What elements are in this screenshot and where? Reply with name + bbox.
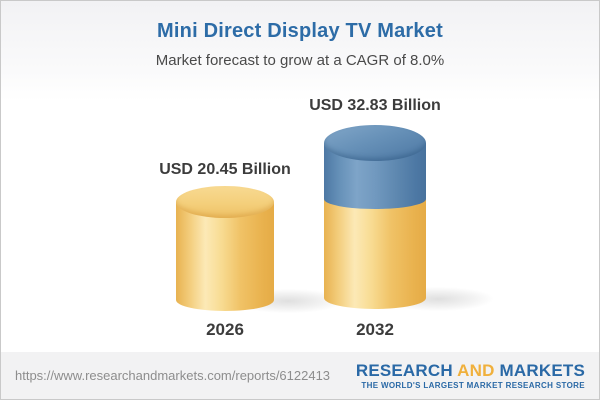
page-title: Mini Direct Display TV Market: [157, 20, 443, 42]
bar-2026-cylinder: [176, 186, 274, 311]
bar-2032-base-segment: [324, 199, 426, 309]
footer-bar: https://www.researchandmarkets.com/repor…: [1, 352, 599, 399]
logo-word-markets: MARKETS: [499, 360, 585, 380]
category-label-2026: 2026: [206, 320, 244, 339]
bar-2026-body: [176, 202, 274, 311]
brand-tagline: THE WORLD'S LARGEST MARKET RESEARCH STOR…: [361, 380, 585, 390]
source-url: https://www.researchandmarkets.com/repor…: [15, 368, 331, 383]
bar-2032-cylinder: [324, 125, 426, 309]
chart-header: Mini Direct Display TV Market Market for…: [1, 1, 599, 101]
category-label-2032: 2032: [356, 320, 394, 339]
page-subtitle: Market forecast to grow at a CAGR of 8.0…: [155, 52, 445, 69]
logo-word-research: RESEARCH: [355, 360, 453, 380]
brand-logo: RESEARCH AND MARKETS THE WORLD'S LARGEST…: [356, 362, 585, 390]
value-label-2032: USD 32.83 Billion: [309, 97, 441, 114]
value-label-2026: USD 20.45 Billion: [159, 161, 291, 178]
logo-word-and: AND: [457, 360, 495, 380]
bar-2032-segment-boundary-arc: [324, 189, 426, 209]
brand-logo-wordmark: RESEARCH AND MARKETS: [356, 362, 585, 379]
bar-2032-top-ellipse: [324, 125, 426, 161]
bar-2026-top-ellipse: [176, 186, 274, 218]
